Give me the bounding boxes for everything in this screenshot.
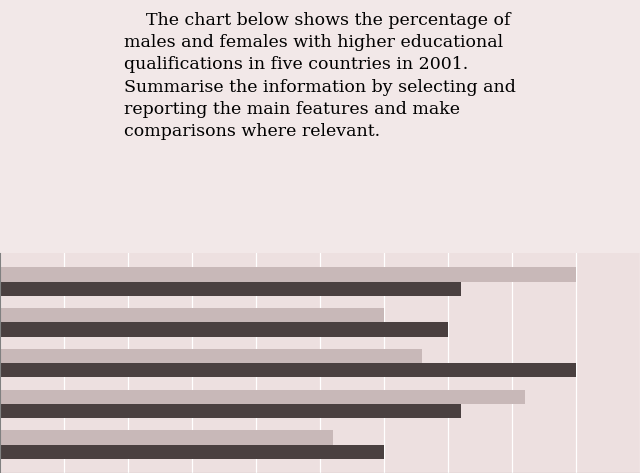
Bar (0, 445, 384, 459)
Bar (0, 404, 461, 418)
Bar (0, 268, 576, 282)
Bar (0, 349, 422, 363)
Bar (0, 390, 525, 404)
Bar (0, 282, 461, 296)
Bar (0, 430, 333, 445)
Bar (0, 323, 448, 337)
Bar (0, 363, 576, 377)
Text: The chart below shows the percentage of
males and females with higher educationa: The chart below shows the percentage of … (124, 12, 516, 140)
Bar (0, 308, 384, 323)
